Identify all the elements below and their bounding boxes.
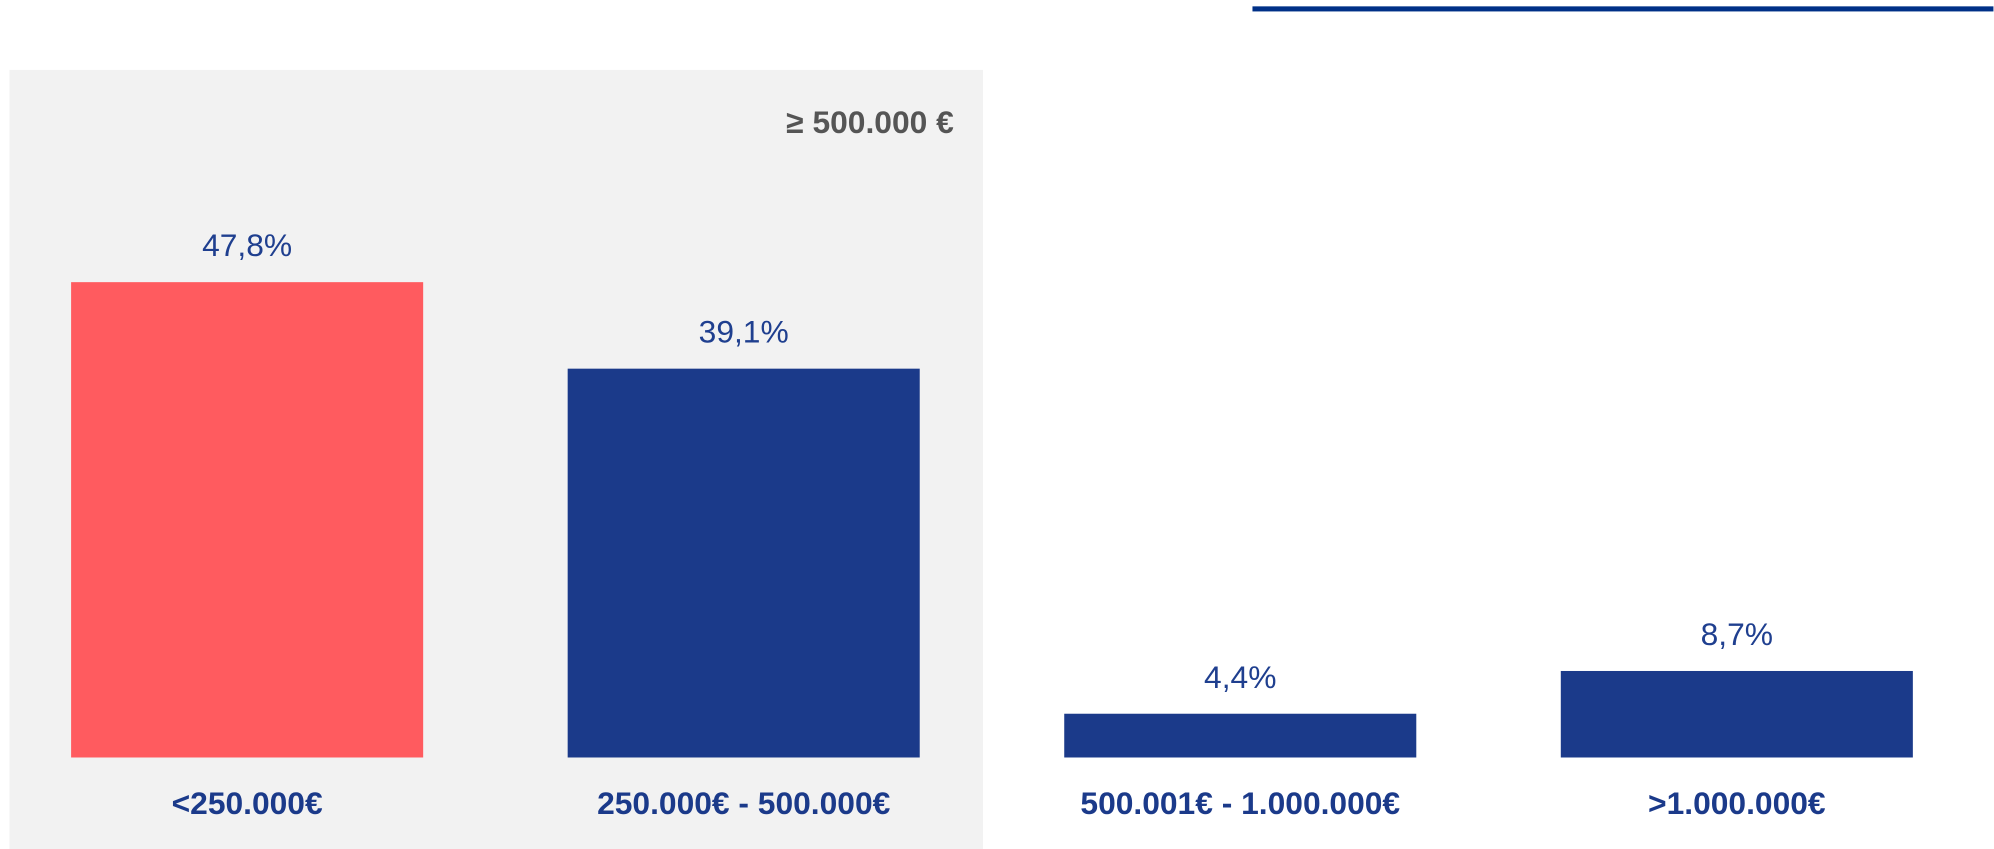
- category-label: 250.000€ - 500.000€: [597, 785, 891, 821]
- bar: [1560, 670, 1913, 758]
- bar: [71, 282, 424, 758]
- category-label: <250.000€: [172, 785, 323, 821]
- header-line: [1252, 6, 1994, 12]
- bar: [567, 368, 920, 758]
- category-label: 500.001€ - 1.000.000€: [1080, 785, 1400, 821]
- annotation: ≥ 500.000 €: [786, 104, 954, 140]
- value-label: 8,7%: [1701, 616, 1773, 652]
- value-label: 47,8%: [202, 227, 292, 263]
- category-label: >1.000.000€: [1648, 785, 1826, 821]
- value-label: 39,1%: [699, 314, 789, 350]
- value-label: 4,4%: [1204, 659, 1276, 695]
- bar: [1064, 713, 1417, 758]
